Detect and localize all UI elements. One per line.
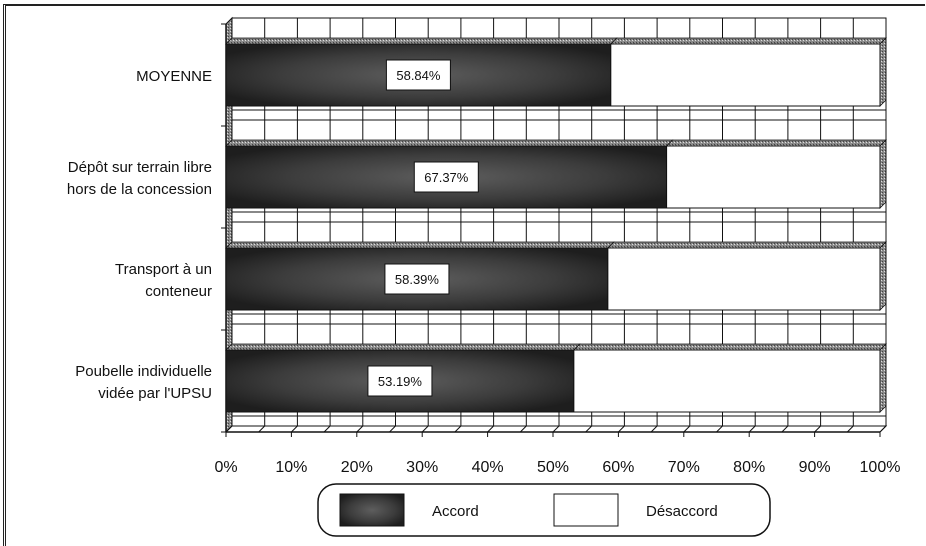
x-tick-label: 100% <box>860 459 901 476</box>
bar-end-face <box>879 343 887 413</box>
data-label: 58.84% <box>396 68 441 83</box>
x-tick-label: 20% <box>341 459 373 476</box>
floor-gridline <box>650 425 658 433</box>
category-label: conteneur <box>145 283 212 300</box>
x-tick-label: 0% <box>214 459 237 476</box>
chart-frame <box>3 4 925 546</box>
category-label: Poubelle individuelle <box>75 363 212 380</box>
bar-end-face <box>879 241 887 311</box>
data-label: 53.19% <box>378 374 423 389</box>
data-label-box <box>385 59 451 91</box>
x-tick-label: 50% <box>537 459 569 476</box>
floor-gridline <box>814 425 821 433</box>
bar-top-désaccord <box>572 343 887 351</box>
category-label: Dépôt sur terrain libre <box>68 159 212 176</box>
data-label-box <box>367 365 433 397</box>
legend-box <box>317 483 771 537</box>
x-tick-label: 10% <box>275 459 307 476</box>
floor-gridline <box>389 425 396 433</box>
floor-gridline <box>258 425 266 433</box>
x-tick-label: 80% <box>733 459 765 476</box>
floor-gridline <box>683 425 691 433</box>
bar-désaccord <box>607 247 881 311</box>
category-label: vidée par l'UPSU <box>98 385 212 402</box>
floor-gridline <box>487 425 494 433</box>
floor-gridline <box>225 425 233 433</box>
bar-top-accord <box>225 343 581 351</box>
data-label: 67.37% <box>424 170 469 185</box>
bar-top-accord <box>225 241 615 249</box>
bar-désaccord <box>573 349 881 413</box>
legend-label-désaccord: Désaccord <box>646 503 718 520</box>
bar-désaccord <box>610 43 881 107</box>
bar-top-accord <box>225 139 674 147</box>
labels: 0% 10% 20% 30% 40% 50% 60% 70% 80% 90% 100% 58.84% M… <box>67 59 901 476</box>
x-tick-label: 70% <box>668 459 700 476</box>
bar-top-désaccord <box>606 241 887 249</box>
legend-swatch-désaccord <box>553 493 619 527</box>
legend-label-accord: Accord <box>432 503 479 520</box>
floor-gridline <box>716 425 723 433</box>
bar-désaccord <box>666 145 881 209</box>
floor-gridline <box>781 425 789 433</box>
category-label: MOYENNE <box>136 68 212 85</box>
legend: Accord Désaccord <box>317 483 771 537</box>
floor-gridline <box>748 425 756 433</box>
floor-gridline <box>323 425 331 433</box>
x-tick-label: 60% <box>602 459 634 476</box>
legend-swatch-accord <box>339 493 405 527</box>
floor-gridline <box>291 425 298 433</box>
floor-gridline <box>552 425 560 433</box>
data-label: 58.39% <box>395 272 440 287</box>
x-tick-label: 30% <box>406 459 438 476</box>
bar-top-désaccord <box>665 139 887 147</box>
bar-top-accord <box>225 37 618 45</box>
x-tick-label: 90% <box>799 459 831 476</box>
floor-gridline <box>585 425 593 433</box>
x-tick-label: 40% <box>472 459 504 476</box>
category-label: hors de la concession <box>67 181 212 198</box>
bar-top-désaccord <box>609 37 887 45</box>
floor-gridline <box>879 425 887 433</box>
category-label: Transport à un <box>115 261 212 278</box>
floor-gridline <box>618 425 625 433</box>
bar-end-face <box>879 37 887 107</box>
floor-gridline <box>421 425 429 433</box>
data-label-box <box>384 263 450 295</box>
bar-end-face <box>879 139 887 209</box>
floor-gridline <box>356 425 364 433</box>
floor-gridline <box>454 425 462 433</box>
data-label-box <box>413 161 479 193</box>
floor-gridline <box>846 425 854 433</box>
floor-gridline <box>519 425 527 433</box>
